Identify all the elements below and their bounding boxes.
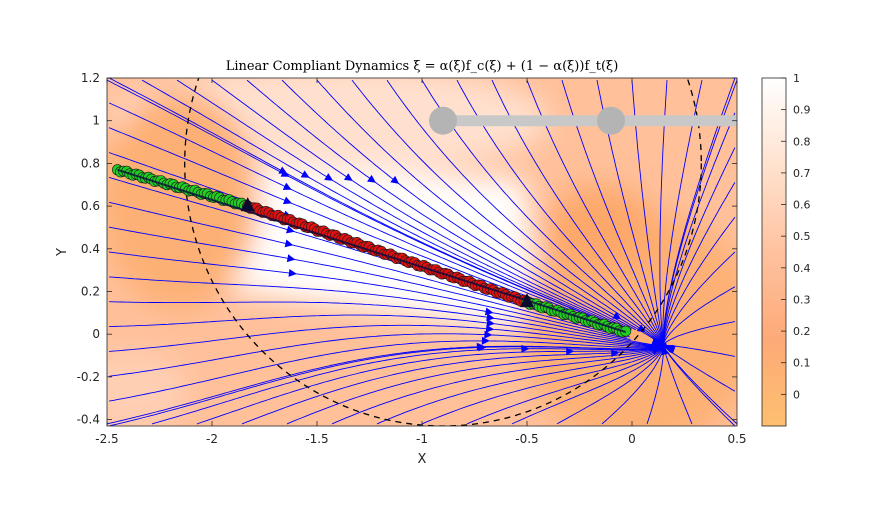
streamline-arrow <box>390 175 400 184</box>
workspace-circle <box>184 78 702 426</box>
streamline-arrow <box>612 311 622 320</box>
streamline-arrow <box>476 342 485 351</box>
streamline <box>176 79 631 332</box>
streamline-arrow <box>284 239 294 248</box>
streamline-arrow <box>484 307 494 316</box>
streamline-arrow <box>286 254 296 263</box>
y-tick-label: 0.2 <box>81 284 100 298</box>
colorbar-tick-label: 0.7 <box>793 167 811 180</box>
joint-marker <box>597 106 625 135</box>
streamline-arrow <box>481 336 490 345</box>
streamline-arrow <box>652 338 662 346</box>
streamline-arrow <box>486 318 495 327</box>
streamlines <box>107 78 737 426</box>
x-tick-label: 0 <box>628 432 636 446</box>
streamline-arrow <box>636 324 646 333</box>
colorbar-tick-label: 0.5 <box>793 230 811 243</box>
streamline <box>109 251 631 341</box>
colorbar-tick-label: 1 <box>793 72 800 85</box>
streamline <box>246 79 633 330</box>
segment-boundary-marker <box>240 197 255 212</box>
y-tick-label: -0.4 <box>77 413 100 427</box>
y-tick-label: 0.8 <box>81 156 100 170</box>
heatmap-background <box>107 78 737 426</box>
streamline-arrow <box>300 170 310 178</box>
colorbar-tick-label: 0.4 <box>793 262 811 275</box>
colorbar: 0 0.1 0.2 0.3 0.4 0.5 0.6 0.7 0.8 0.9 1 <box>761 72 811 427</box>
x-tick-label: -2.5 <box>95 432 118 446</box>
x-axis-label: X <box>418 452 427 467</box>
streamline <box>141 79 629 332</box>
streamline <box>660 343 737 425</box>
streamline-arrow <box>282 182 292 190</box>
x-tick-label: 0.5 <box>727 432 746 446</box>
streamline-arrow <box>367 174 376 183</box>
x-tick-label: -1 <box>416 432 428 446</box>
streamline-arrow <box>280 169 290 177</box>
streamline-arrow <box>288 268 297 277</box>
colorbar-tick-label: 0.9 <box>793 104 811 117</box>
y-tick-label: 0.6 <box>81 199 100 213</box>
joint-marker <box>429 106 457 135</box>
streamline-arrow <box>485 324 495 333</box>
y-axis-label: Y <box>55 248 70 257</box>
colorbar-tick-label: 0 <box>793 388 800 401</box>
chart-title: Linear Compliant Dynamics ξ̇ = α(ξ)f_c(ξ… <box>226 59 619 74</box>
streamline-arrow <box>343 173 353 181</box>
colorbar-tick-label: 0.2 <box>793 325 811 338</box>
y-tick-label: 1.2 <box>81 71 100 85</box>
y-tick-label: 0.4 <box>81 242 100 256</box>
colorbar-tick-label: 0.6 <box>793 199 811 212</box>
colorbar-tick-label: 0.8 <box>793 135 811 148</box>
trajectory-line <box>117 168 627 334</box>
colorbar-tick-label: 0.1 <box>793 357 811 370</box>
streamline <box>107 79 631 333</box>
streamline <box>109 226 627 338</box>
streamline-arrow <box>484 330 493 339</box>
streamline-arrow <box>282 196 292 205</box>
colorbar-tick-label: 0.3 <box>793 293 811 306</box>
segment-boundary-marker <box>520 293 534 308</box>
y-tick-label: 0 <box>92 327 100 341</box>
x-tick-label: -2 <box>206 432 218 446</box>
x-tick-label: -0.5 <box>515 432 538 446</box>
x-tick-label: -1.5 <box>305 432 328 446</box>
streamline-arrow <box>521 344 530 353</box>
streamline <box>108 102 630 334</box>
streamline-arrow <box>324 173 334 181</box>
streamline-arrow <box>664 345 674 353</box>
streamline-arrow <box>566 347 575 356</box>
colorbar-gradient <box>761 77 787 427</box>
y-tick-label: 1 <box>92 114 100 128</box>
streamline <box>211 79 632 331</box>
streamline-arrow <box>286 225 295 234</box>
streamline-arrow <box>486 313 495 322</box>
streamline <box>281 79 637 331</box>
y-tick-label: -0.2 <box>77 370 100 384</box>
